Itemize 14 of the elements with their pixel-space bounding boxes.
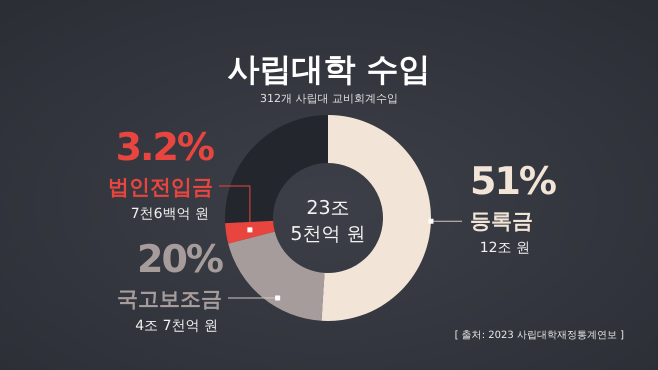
slice-label: 등록금 (470, 209, 533, 233)
slice-label: 법인전입금 (108, 175, 213, 199)
text: 12조 원 (480, 240, 530, 256)
text: [ 출처: 2023 사립대학재정통계연보 ] (454, 330, 624, 341)
data-label: 51% (470, 159, 556, 203)
slice-label: 국고보조금 (117, 287, 222, 311)
text: 23조 5천억 원 (290, 197, 366, 245)
text: 4조 7천억 원 (135, 318, 218, 334)
donut-slice (225, 220, 275, 244)
data-label: 20% (137, 237, 223, 281)
text: 7천6백억 원 (130, 206, 209, 222)
chart-title: 사립대학 수입 (227, 50, 431, 88)
data-label: 3.2% (116, 125, 214, 169)
chart-subtitle: 312개 사립대 교비회계수입 (260, 92, 398, 105)
